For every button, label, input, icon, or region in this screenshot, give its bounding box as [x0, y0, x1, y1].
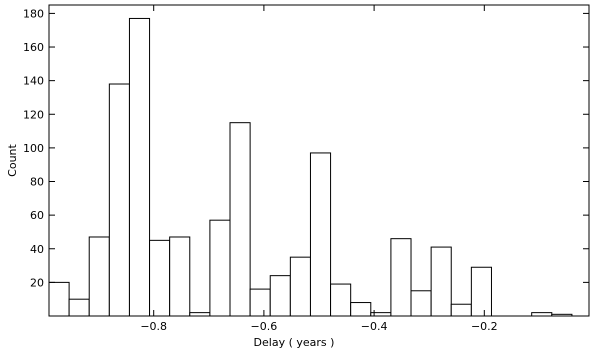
histogram-bar	[390, 238, 412, 317]
histogram-bar	[108, 83, 130, 317]
histogram-bar	[531, 312, 553, 317]
histogram-bar	[48, 281, 70, 317]
histogram-bar	[309, 152, 332, 317]
y-tick-label: 120	[23, 108, 44, 121]
bars-group	[48, 17, 573, 317]
x-tick-label: −0.2	[471, 320, 498, 333]
histogram-bar	[269, 275, 291, 317]
histogram-bar	[410, 290, 432, 317]
y-axis-ticks: 20 40 60 80 100 120 140 160 180	[23, 7, 589, 289]
y-tick-label: 20	[30, 276, 44, 289]
y-tick-label: 100	[23, 142, 44, 155]
histogram-bar	[209, 219, 231, 317]
x-tick-label: −0.8	[140, 320, 167, 333]
histogram-bar	[68, 298, 90, 317]
x-axis-ticks: −0.8 −0.6 −0.4 −0.2	[140, 5, 498, 333]
histogram-bar	[350, 302, 372, 317]
histogram-bar	[450, 303, 472, 317]
plot-frame	[48, 4, 590, 317]
histogram-bar	[128, 17, 151, 317]
x-axis-label: Delay ( years )	[254, 336, 335, 349]
histogram-bar	[330, 283, 352, 317]
y-tick-label: 40	[30, 243, 44, 256]
histogram-bar	[169, 236, 191, 317]
y-tick-label: 180	[23, 7, 44, 20]
y-tick-label: 140	[23, 75, 44, 88]
histogram-bar	[249, 288, 271, 317]
x-tick-label: −0.4	[361, 320, 388, 333]
y-axis-label: Count	[6, 143, 19, 176]
x-tick-label: −0.6	[251, 320, 278, 333]
histogram-bar	[189, 312, 211, 317]
y-tick-label: 60	[30, 209, 44, 222]
y-tick-label: 160	[23, 41, 44, 54]
histogram-bar	[430, 246, 452, 317]
histogram-bar	[149, 239, 171, 317]
y-tick-label: 80	[30, 176, 44, 189]
histogram-bar	[88, 236, 110, 317]
histogram-bar	[289, 256, 311, 317]
histogram-bar	[470, 266, 492, 317]
histogram-bar	[229, 122, 251, 317]
